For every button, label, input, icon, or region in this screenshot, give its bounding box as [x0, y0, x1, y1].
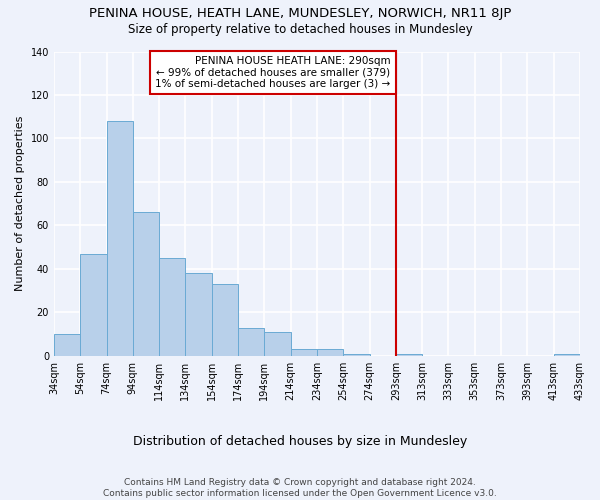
Text: Size of property relative to detached houses in Mundesley: Size of property relative to detached ho… [128, 22, 472, 36]
Bar [159, 258, 185, 356]
Bar [343, 354, 370, 356]
Bar [265, 332, 290, 356]
Bar [317, 349, 343, 356]
Bar [212, 284, 238, 356]
Bar [554, 354, 580, 356]
Bar [396, 354, 422, 356]
Y-axis label: Number of detached properties: Number of detached properties [15, 116, 25, 292]
Bar [238, 328, 265, 356]
Bar [54, 334, 80, 356]
Text: Distribution of detached houses by size in Mundesley: Distribution of detached houses by size … [133, 435, 467, 448]
Bar [290, 349, 317, 356]
Text: Contains HM Land Registry data © Crown copyright and database right 2024.
Contai: Contains HM Land Registry data © Crown c… [103, 478, 497, 498]
Text: PENINA HOUSE HEATH LANE: 290sqm
← 99% of detached houses are smaller (379)
1% of: PENINA HOUSE HEATH LANE: 290sqm ← 99% of… [155, 56, 391, 89]
Bar [185, 273, 212, 356]
Text: PENINA HOUSE, HEATH LANE, MUNDESLEY, NORWICH, NR11 8JP: PENINA HOUSE, HEATH LANE, MUNDESLEY, NOR… [89, 8, 511, 20]
Bar [107, 121, 133, 356]
Bar [133, 212, 159, 356]
Bar [80, 254, 107, 356]
